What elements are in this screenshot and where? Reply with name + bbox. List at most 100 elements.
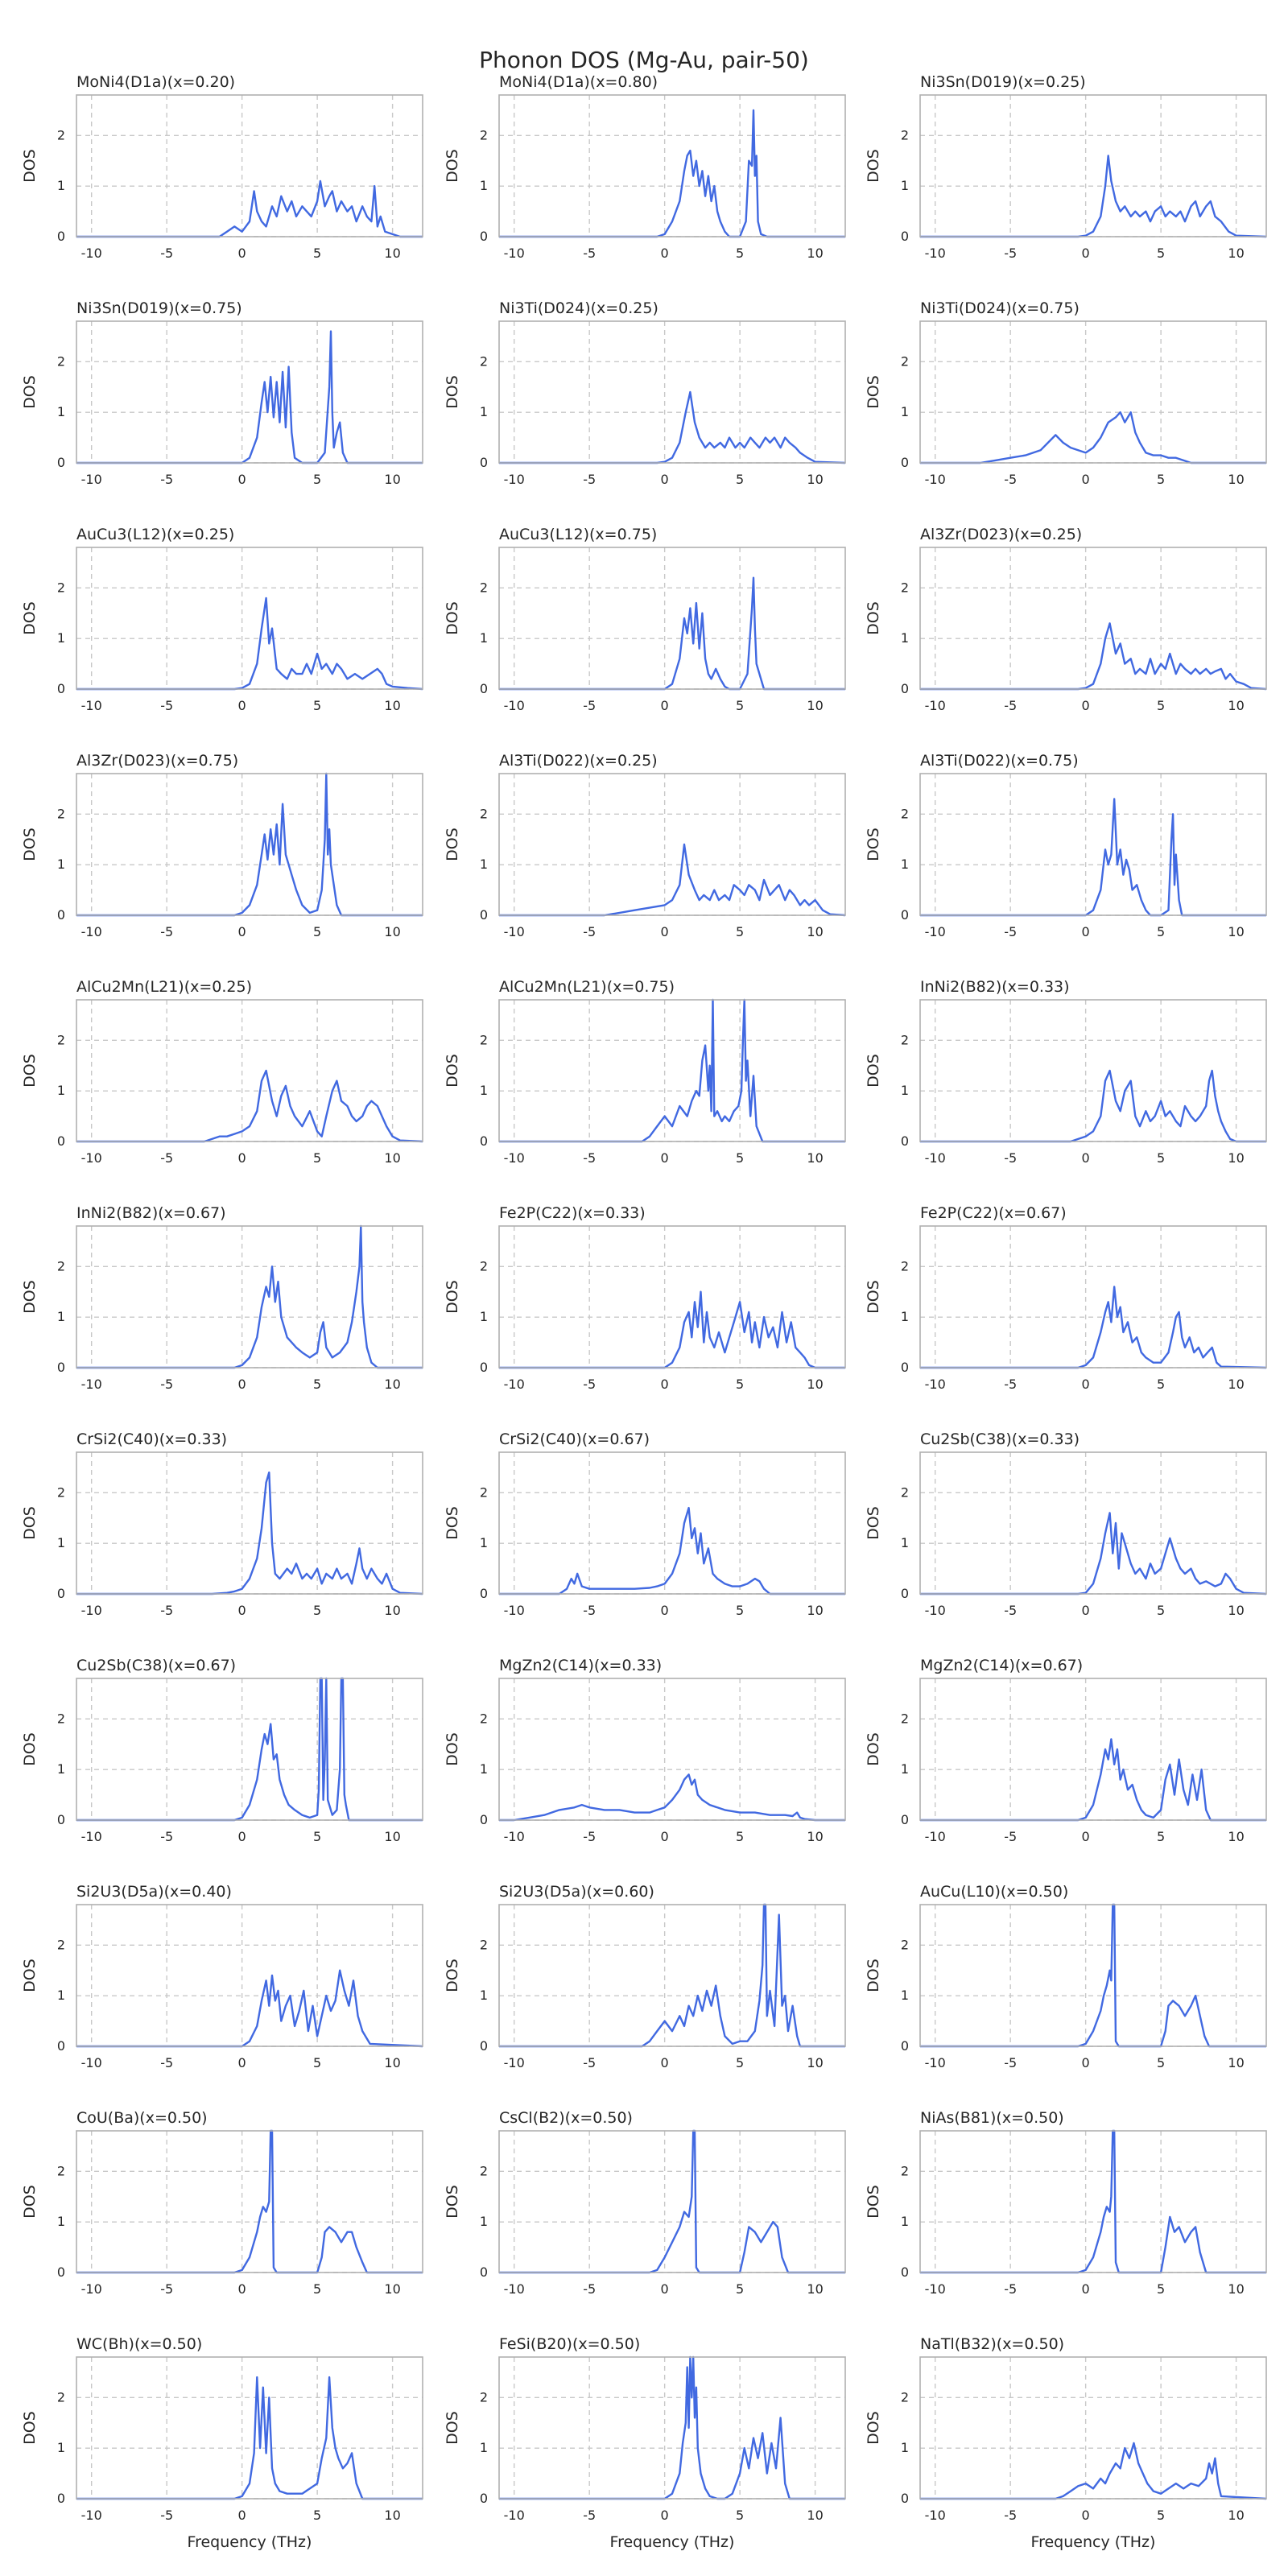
axes-frame xyxy=(76,999,423,1142)
y-tick-label: 2 xyxy=(901,1484,909,1500)
x-tick-label: 10 xyxy=(384,1603,400,1618)
y-tick-label: 1 xyxy=(57,2440,65,2455)
y-tick-label: 1 xyxy=(901,404,909,419)
subplot-title: Fe2P(C22)(x=0.33) xyxy=(499,1204,646,1222)
y-axis-label: DOS xyxy=(21,1732,39,1766)
y-tick-label: 1 xyxy=(480,1988,488,2003)
dos-series-line xyxy=(76,597,423,691)
dos-series-line xyxy=(499,998,845,1143)
y-axis-label: DOS xyxy=(865,2411,882,2445)
y-tick-label: 1 xyxy=(901,178,909,193)
y-tick-label: 1 xyxy=(480,2440,488,2455)
dos-series-line xyxy=(499,2355,845,2500)
y-tick-label: 1 xyxy=(57,630,65,646)
y-tick-label: 1 xyxy=(901,1309,909,1324)
y-tick-label: 1 xyxy=(901,1083,909,1098)
y-tick-label: 2 xyxy=(901,1711,909,1726)
y-tick-label: 0 xyxy=(57,681,65,696)
x-tick-label: 0 xyxy=(238,924,246,939)
axes-frame xyxy=(498,2130,846,2273)
y-tick-label: 0 xyxy=(57,1586,65,1601)
x-tick-label: 10 xyxy=(807,2281,823,2297)
y-tick-label: 2 xyxy=(480,1258,488,1274)
y-tick-label: 1 xyxy=(480,630,488,646)
x-tick-label: -10 xyxy=(504,698,525,713)
x-tick-label: 0 xyxy=(1082,1603,1090,1618)
y-tick-label: 1 xyxy=(480,857,488,872)
x-tick-label: 0 xyxy=(661,924,669,939)
x-tick-label: 5 xyxy=(313,2055,321,2070)
subplot: NiAs(B81)(x=0.50) -10 -5 0 5 10 0 1 2 DOS xyxy=(865,2109,1267,2297)
y-tick-label: 0 xyxy=(57,1812,65,1827)
y-axis-label: DOS xyxy=(865,1959,882,1992)
subplot-title: CsCl(B2)(x=0.50) xyxy=(499,2109,633,2127)
subplot-title: AuCu(L10)(x=0.50) xyxy=(920,1883,1068,1901)
subplot: Ni3Ti(D024)(x=0.25) -10 -5 0 5 10 0 1 2 DOS xyxy=(444,299,846,487)
x-tick-label: -10 xyxy=(925,1150,946,1166)
subplot: CrSi2(C40)(x=0.67) -10 -5 0 5 10 0 1 2 DOS xyxy=(444,1430,846,1618)
x-tick-label: -5 xyxy=(160,2508,173,2523)
figure-title: Phonon DOS (Mg-Au, pair-50) xyxy=(479,47,809,73)
y-tick-label: 2 xyxy=(901,127,909,142)
x-tick-label: 5 xyxy=(313,1603,321,1618)
x-tick-label: 10 xyxy=(1228,472,1244,487)
x-tick-label: -5 xyxy=(160,1377,173,1392)
axes-frame xyxy=(76,1225,423,1368)
x-tick-label: 5 xyxy=(1157,1603,1165,1618)
x-tick-label: 5 xyxy=(313,2281,321,2297)
axes-frame xyxy=(76,547,423,690)
axes-frame xyxy=(76,1451,423,1595)
x-tick-label: 5 xyxy=(313,698,321,713)
x-tick-label: 5 xyxy=(1157,2281,1165,2297)
y-tick-label: 1 xyxy=(480,1083,488,1098)
x-tick-label: 5 xyxy=(1157,2508,1165,2523)
y-axis-label: DOS xyxy=(865,1732,882,1766)
subplot-title: CrSi2(C40)(x=0.67) xyxy=(499,1430,650,1448)
subplot: Ni3Sn(D019)(x=0.75) -10 -5 0 5 10 0 1 2 DOS xyxy=(21,299,423,487)
x-tick-label: 0 xyxy=(238,246,246,261)
dos-series-line xyxy=(499,1773,845,1822)
y-tick-label: 2 xyxy=(901,806,909,821)
axes-frame xyxy=(919,2356,1267,2500)
dos-series-line xyxy=(499,109,845,238)
axes-frame xyxy=(498,320,846,464)
x-tick-label: 5 xyxy=(313,1377,321,1392)
x-tick-label: 0 xyxy=(661,1150,669,1166)
x-tick-label: 5 xyxy=(313,1829,321,1844)
y-tick-label: 1 xyxy=(57,2214,65,2229)
dos-series-line xyxy=(499,390,846,464)
dos-series-line xyxy=(499,576,845,691)
subplot-title: AlCu2Mn(L21)(x=0.75) xyxy=(499,978,675,996)
y-tick-label: 1 xyxy=(57,857,65,872)
x-tick-label: -5 xyxy=(583,1150,596,1166)
x-tick-label: -10 xyxy=(504,924,525,939)
dos-series-line xyxy=(76,2129,423,2274)
x-tick-label: -5 xyxy=(1004,698,1017,713)
subplot: CoU(Ba)(x=0.50) -10 -5 0 5 10 0 1 2 DOS xyxy=(21,2109,423,2297)
x-tick-label: 0 xyxy=(1082,246,1090,261)
dos-series-line xyxy=(76,1069,423,1143)
subplot: CsCl(B2)(x=0.50) -10 -5 0 5 10 0 1 2 DOS xyxy=(444,2109,846,2297)
dos-series-line xyxy=(76,330,423,464)
x-tick-label: -5 xyxy=(160,1603,173,1618)
y-axis-label: DOS xyxy=(21,149,39,183)
x-tick-label: -5 xyxy=(160,472,173,487)
y-axis-label: DOS xyxy=(21,828,39,861)
x-tick-label: -10 xyxy=(504,2281,525,2297)
dos-series-line xyxy=(920,1286,1267,1369)
y-axis-label: DOS xyxy=(444,1732,461,1766)
dos-series-line xyxy=(920,622,1267,691)
x-tick-label: 5 xyxy=(736,2055,744,2070)
x-tick-label: 10 xyxy=(1228,1377,1244,1392)
axes-frame xyxy=(919,1678,1267,1821)
x-tick-label: 0 xyxy=(661,698,669,713)
subplot-title: WC(Bh)(x=0.50) xyxy=(76,2335,202,2353)
y-tick-label: 0 xyxy=(480,1360,488,1375)
subplot-title: Si2U3(D5a)(x=0.60) xyxy=(499,1883,654,1901)
x-tick-label: 0 xyxy=(1082,1377,1090,1392)
dos-series-line xyxy=(499,1903,845,2048)
x-tick-label: -10 xyxy=(925,1829,946,1844)
dos-series-line xyxy=(499,2129,845,2274)
dos-series-line xyxy=(499,843,846,917)
